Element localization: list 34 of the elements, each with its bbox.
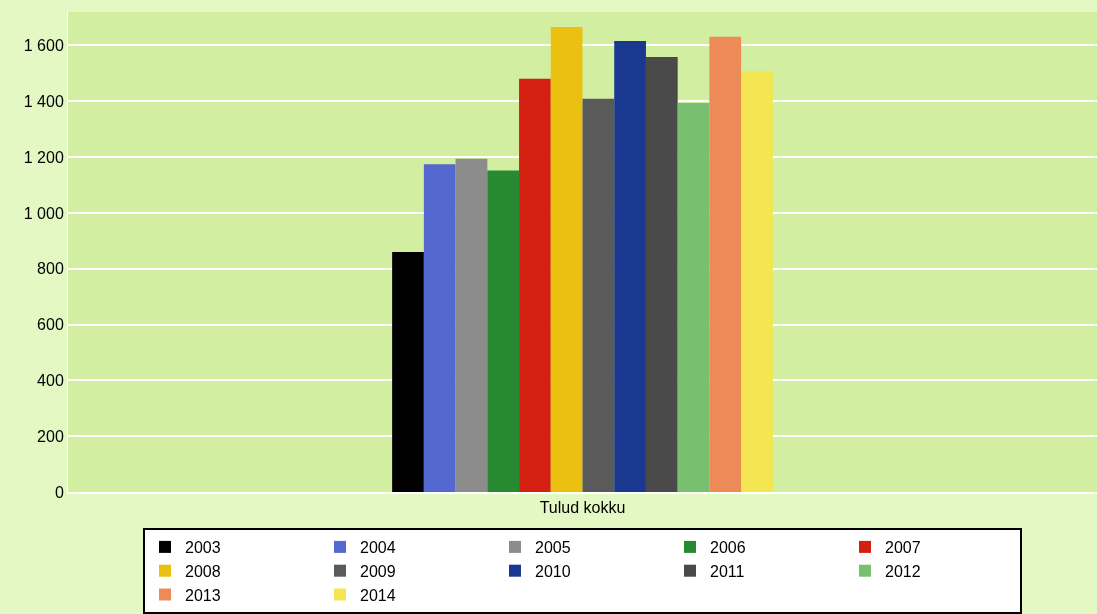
y-tick-label: 600 xyxy=(37,316,64,334)
bar xyxy=(614,41,646,492)
bar xyxy=(392,252,424,492)
y-tick-label: 0 xyxy=(54,483,64,501)
bar xyxy=(487,170,520,492)
bar xyxy=(519,78,551,492)
legend-label: 2014 xyxy=(360,586,396,604)
legend-label: 2004 xyxy=(360,539,396,557)
bar xyxy=(677,102,710,492)
legend-label: 2006 xyxy=(710,539,746,557)
y-tick-label: 1 600 xyxy=(23,37,64,55)
bar xyxy=(550,27,583,492)
x-tick-label: Tulud kokku xyxy=(539,499,626,517)
y-tick-label: 1 000 xyxy=(23,204,64,222)
bar xyxy=(582,98,615,492)
legend-label: 2005 xyxy=(535,539,571,557)
legend-label: 2003 xyxy=(185,539,221,557)
legend-label: 2013 xyxy=(185,586,221,604)
y-tick-label: 200 xyxy=(37,427,64,445)
y-tick-label: 1 400 xyxy=(23,92,64,110)
bar xyxy=(455,158,488,492)
legend-label: 2012 xyxy=(885,562,921,580)
y-tick-label: 400 xyxy=(37,371,64,389)
legend-label: 2008 xyxy=(185,562,221,580)
bar xyxy=(709,36,742,492)
y-tick-label: 1 200 xyxy=(23,148,64,166)
legend-label: 2011 xyxy=(710,562,745,580)
y-tick-label: 800 xyxy=(37,260,64,278)
legend-label: 2010 xyxy=(535,562,571,580)
legend-label: 2009 xyxy=(360,562,396,580)
bar xyxy=(645,56,678,492)
bar xyxy=(423,164,456,492)
legend-label: 2007 xyxy=(885,539,921,557)
bar xyxy=(741,70,773,492)
